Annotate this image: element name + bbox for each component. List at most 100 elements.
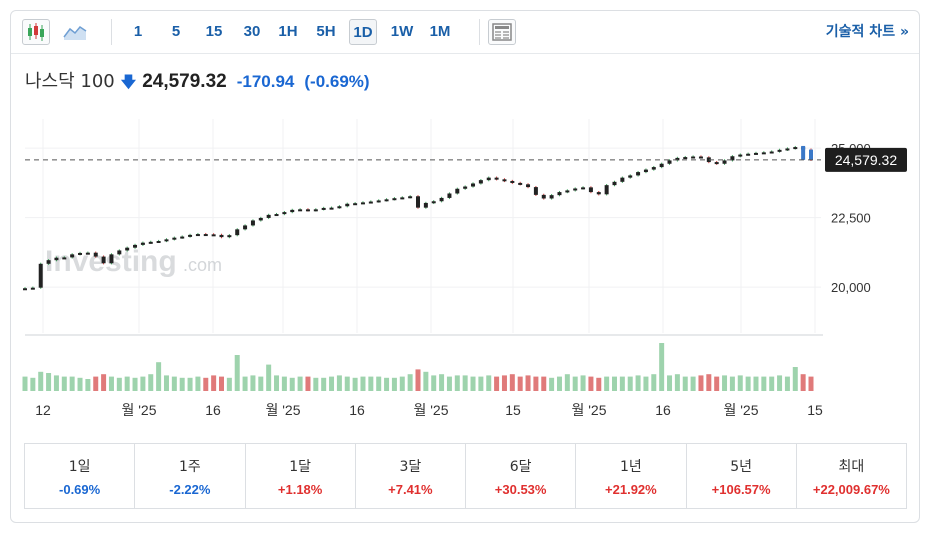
candle-body — [93, 252, 98, 257]
period-label: 최대 — [838, 459, 865, 475]
volume-bar — [407, 374, 413, 391]
chart-svg[interactable]: Investing.com25,00022,50020,00024,579.32… — [11, 111, 919, 431]
candle-body — [376, 200, 381, 203]
period-change: +22,009.67% — [812, 482, 890, 497]
volume-bar — [93, 376, 99, 391]
volume-bar — [336, 375, 342, 391]
candle-body — [392, 198, 397, 201]
candle-body — [298, 209, 303, 212]
period-cell[interactable]: 5년 +106.57% — [687, 444, 797, 508]
candle-body — [243, 225, 248, 230]
volume-bar — [564, 374, 570, 391]
candle-body — [46, 260, 51, 264]
volume-bar — [22, 376, 28, 391]
volume-bar — [61, 376, 67, 391]
candle-body — [368, 201, 373, 204]
volume-bar — [556, 376, 562, 391]
candle-body — [478, 180, 483, 184]
candle-body — [70, 254, 75, 258]
candle-body — [353, 203, 358, 206]
candle-body — [345, 203, 350, 207]
layout-icon[interactable] — [488, 19, 516, 45]
period-change: +1.18% — [277, 482, 323, 497]
candle-body — [455, 188, 460, 194]
volume-bar — [423, 371, 429, 391]
volume-bar — [682, 376, 688, 391]
candle-body — [274, 214, 279, 217]
period-cell[interactable]: 1주 -2.22% — [135, 444, 246, 508]
volume-bar — [698, 375, 704, 391]
volume-bar — [250, 375, 256, 391]
timeframe-1w[interactable]: 1W — [390, 23, 414, 40]
period-cell[interactable]: 1일 -0.69% — [25, 444, 136, 508]
x-tick-label: 월 '25 — [121, 402, 156, 418]
period-cell[interactable]: 1년 +21.92% — [576, 444, 687, 508]
price-chart[interactable]: Investing.com25,00022,50020,00024,579.32… — [11, 111, 919, 431]
timeframe-15[interactable]: 15 — [205, 23, 223, 40]
period-label: 5년 — [730, 459, 753, 475]
candle-body — [588, 187, 593, 193]
volume-bar — [108, 376, 114, 391]
timeframe-1m[interactable]: 1M — [429, 23, 451, 40]
candle-body — [643, 169, 648, 173]
volume-bar — [800, 374, 806, 391]
candle-body — [23, 288, 27, 291]
volume-bar — [85, 379, 91, 391]
volume-bar — [140, 376, 146, 391]
candle-body — [258, 217, 263, 221]
period-change: +21.92% — [605, 482, 657, 497]
candle-body — [109, 254, 114, 264]
candle-body — [471, 183, 476, 187]
volume-bar — [368, 376, 374, 391]
volume-bar — [635, 375, 641, 391]
candle-body — [612, 181, 617, 186]
quote-widget: 1 5 15 30 1H 5H 1D 1W 1M 기술적 차트 » 나스닥 100 🡇 24,5… — [10, 10, 920, 523]
candle-body — [203, 234, 208, 237]
volume-bar — [242, 376, 248, 391]
volume-bar — [148, 374, 154, 391]
timeframe-1d[interactable]: 1D — [349, 19, 377, 45]
period-change: +30.53% — [494, 482, 547, 497]
x-tick-label: 16 — [349, 402, 365, 418]
period-cell[interactable]: 최대 +22,009.67% — [797, 444, 906, 508]
candle-body — [266, 214, 271, 218]
period-label: 1년 — [619, 459, 642, 475]
volume-bar — [258, 376, 264, 391]
volume-bar — [30, 377, 36, 391]
period-cell[interactable]: 1달 +1.18% — [246, 444, 356, 508]
period-cell[interactable]: 6달 +30.53% — [466, 444, 577, 508]
candle-body — [722, 160, 727, 164]
candle-body — [140, 242, 145, 245]
volume-bar — [501, 375, 507, 391]
timeframe-5[interactable]: 5 — [171, 23, 181, 40]
candle-body — [785, 148, 790, 151]
advanced-chart-link[interactable]: 기술적 차트 » — [825, 24, 909, 40]
volume-bar — [376, 376, 382, 391]
y-tick-label: 22,500 — [831, 211, 871, 226]
x-tick-label: 월 '25 — [265, 402, 300, 418]
timeframe-1[interactable]: 1 — [133, 23, 143, 40]
x-tick-label: 월 '25 — [413, 402, 448, 418]
volume-bar — [226, 377, 232, 391]
candle-body — [235, 229, 240, 236]
volume-bar — [274, 375, 280, 391]
volume-bar — [722, 375, 728, 391]
volume-bar — [737, 375, 743, 391]
candle-body — [675, 157, 680, 161]
candle-body — [738, 154, 743, 157]
volume-bar — [77, 377, 83, 391]
candle-body — [502, 179, 507, 182]
timeframe-1h[interactable]: 1H — [278, 23, 298, 40]
volume-bar — [659, 343, 665, 391]
timeframe-5h[interactable]: 5H — [316, 23, 336, 40]
timeframe-30[interactable]: 30 — [243, 23, 261, 40]
candle-body — [714, 162, 719, 165]
period-cell[interactable]: 3달 +7.41% — [356, 444, 466, 508]
volume-bar — [211, 375, 217, 391]
volume-bar — [604, 376, 610, 391]
volume-bar — [517, 376, 523, 391]
area-chart-icon[interactable] — [61, 19, 89, 45]
candle-body — [691, 156, 696, 159]
candle-body — [667, 160, 672, 164]
candlestick-icon[interactable] — [22, 19, 50, 45]
